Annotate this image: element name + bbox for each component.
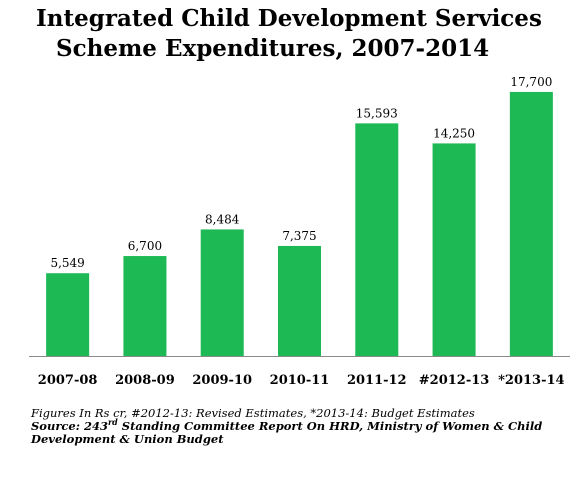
bar-chart: 5,549 6,700 8,484 7,375 15,593 14,250 17,700 2… [29, 75, 570, 388]
bar-0 [46, 273, 90, 356]
value-label-6: 17,700 [510, 75, 552, 89]
category-label-3: 2010-11 [270, 373, 330, 388]
chart-title-line-2: Scheme Expenditures, 2007-2014 [56, 35, 490, 62]
footnote: Figures In Rs cr, #2012-13: Revised Esti… [31, 406, 475, 420]
source-prefix: Source: 243 [31, 419, 108, 433]
bar-4 [355, 123, 399, 357]
category-label-1: 2008-09 [115, 373, 175, 388]
bar-2 [200, 229, 244, 356]
category-label-5: #2012-13 [419, 373, 490, 388]
category-label-2: 2009-10 [192, 373, 252, 388]
value-label-4: 15,593 [356, 106, 398, 120]
category-labels-group: 2007-08 2008-09 2009-10 2010-11 2011-12 #2012… [38, 373, 565, 388]
value-label-2: 8,484 [205, 212, 240, 226]
bar-1 [123, 256, 167, 356]
value-label-1: 6,700 [128, 239, 162, 253]
source-note: Source: 243rd Standing Committee Report … [31, 417, 571, 446]
chart-title-line-1: Integrated Child Development Services [36, 5, 542, 32]
value-label-0: 5,549 [50, 256, 84, 270]
value-labels-group: 5,549 6,700 8,484 7,375 15,593 14,250 17,700 [50, 75, 552, 270]
bar-6 [509, 91, 553, 357]
value-label-3: 7,375 [282, 229, 316, 243]
chart-notes: Figures In Rs cr, #2012-13: Revised Esti… [31, 407, 571, 446]
source-superscript: rd [107, 417, 118, 428]
source-rest: Standing Committee Report On HRD, Minist… [31, 419, 543, 446]
bar-5 [432, 143, 476, 356]
category-label-0: 2007-08 [38, 373, 98, 388]
bar-3 [278, 245, 321, 356]
bars-group [46, 91, 553, 357]
category-label-4: 2011-12 [347, 373, 407, 388]
category-label-6: *2013-14 [498, 373, 564, 388]
value-label-5: 14,250 [433, 126, 475, 140]
